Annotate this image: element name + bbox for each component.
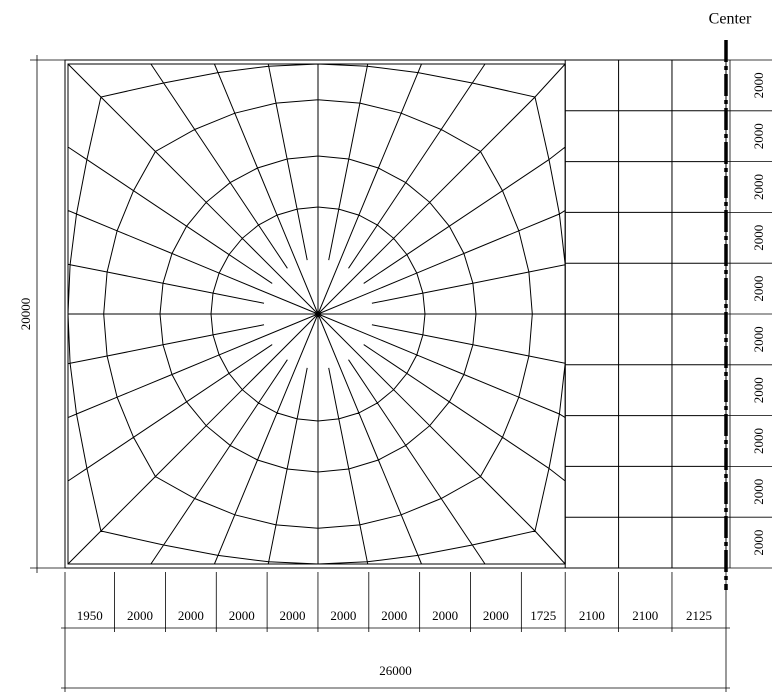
dimension-label: 2000	[280, 608, 306, 623]
dimension-label: 2000	[751, 225, 766, 251]
dimension-label: 2000	[229, 608, 255, 623]
dimension-label: 2125	[686, 608, 712, 623]
dimension-label: 2000	[483, 608, 509, 623]
dimension-label: 2100	[632, 608, 658, 623]
dimension-label: 2000	[432, 608, 458, 623]
dimension-label: 2000	[751, 326, 766, 352]
dimension-label: 1950	[77, 608, 103, 623]
dimension-label: 2000	[751, 377, 766, 403]
dimension-label: 2000	[751, 428, 766, 454]
dimension-label: 2000	[751, 530, 766, 556]
dimension-label: 2000	[751, 72, 766, 98]
dimension-label: 2000	[751, 479, 766, 505]
dimension-label: 2000	[381, 608, 407, 623]
radial-mesh	[67, 63, 566, 565]
center-label: Center	[709, 11, 752, 28]
dimension-total: 26000	[379, 663, 412, 678]
dimension-label: 2000	[178, 608, 204, 623]
dimension-label: 2000	[127, 608, 153, 623]
dimension-label: 2100	[579, 608, 605, 623]
dimension-label: 2000	[751, 276, 766, 302]
dimension-label: 2000	[751, 174, 766, 200]
dimension-label: 2000	[330, 608, 356, 623]
dimension-total: 20000	[18, 298, 33, 331]
dimension-label: 2000	[751, 123, 766, 149]
dimension-label: 1725	[530, 608, 556, 623]
